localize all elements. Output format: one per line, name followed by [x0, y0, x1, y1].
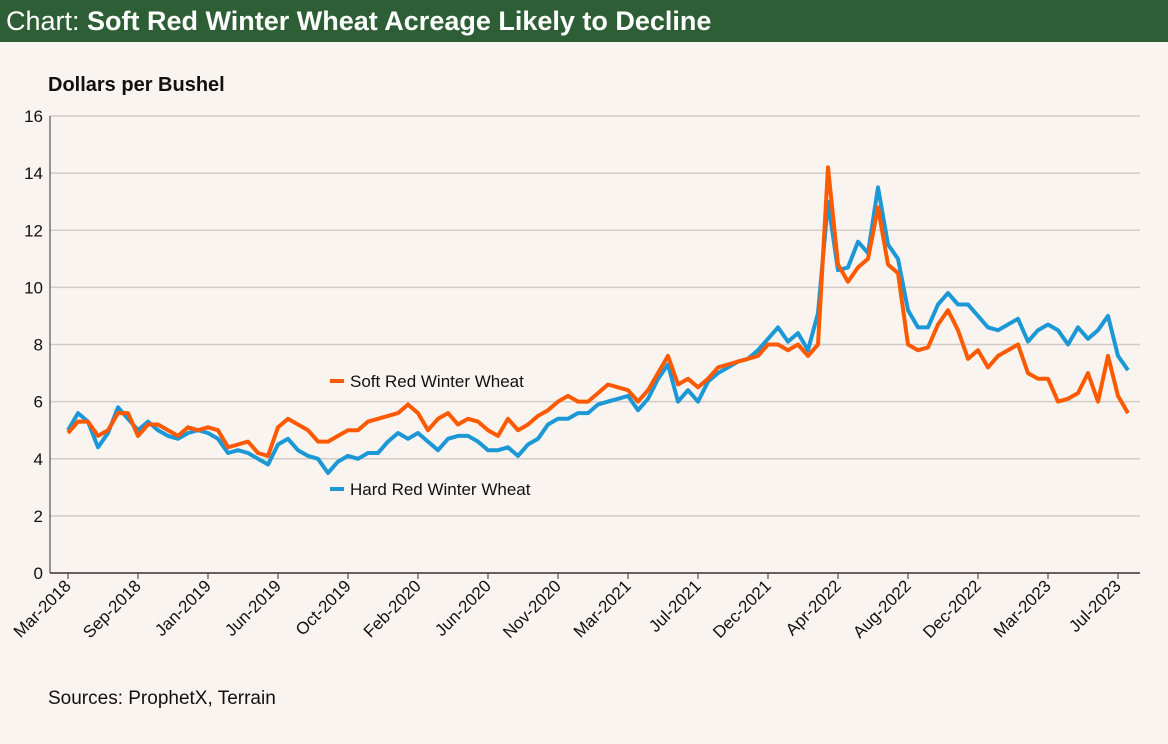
x-tick-label: Dec-2022 — [919, 576, 985, 642]
legend-label-hard: Hard Red Winter Wheat — [350, 480, 531, 499]
series-line-hard-red-winter-wheat — [66, 185, 1130, 475]
y-tick-label: 0 — [34, 564, 43, 583]
x-tick-label: Oct-2019 — [292, 576, 355, 639]
y-tick-label: 10 — [24, 278, 43, 297]
source-note: Sources: ProphetX, Terrain — [48, 688, 276, 709]
y-tick-label: 12 — [24, 221, 43, 240]
chart-title: Soft Red Winter Wheat Acreage Likely to … — [87, 6, 712, 36]
x-tick-label: Sep-2018 — [79, 576, 145, 642]
x-tick-label: Dec-2021 — [709, 576, 775, 642]
x-tick-label: Jun-2019 — [221, 576, 285, 640]
y-tick-label: 2 — [34, 507, 43, 526]
series-line-soft-red-winter-wheat — [66, 165, 1130, 458]
x-tick-label: Mar-2023 — [990, 576, 1055, 641]
x-tick-label: Feb-2020 — [360, 576, 425, 641]
x-tick-label: Jun-2020 — [431, 576, 495, 640]
legend-label-soft: Soft Red Winter Wheat — [350, 372, 524, 391]
chart-header: Chart: Soft Red Winter Wheat Acreage Lik… — [0, 0, 1168, 42]
x-tick-label: Mar-2021 — [570, 576, 635, 641]
x-tick-label: Apr-2022 — [782, 576, 845, 639]
x-tick-label: Jul-2023 — [1065, 576, 1125, 636]
y-tick-label: 16 — [24, 107, 43, 126]
x-tick-label: Jan-2019 — [151, 576, 215, 640]
x-tick-label: Mar-2018 — [10, 576, 75, 641]
y-tick-label: 4 — [34, 450, 43, 469]
header-prefix: Chart: — [6, 6, 80, 36]
y-tick-label: 6 — [34, 393, 43, 412]
y-axis-label: Dollars per Bushel — [48, 74, 225, 96]
y-tick-label: 8 — [34, 336, 43, 355]
x-tick-label: Aug-2022 — [849, 576, 915, 642]
y-tick-label: 14 — [24, 164, 43, 183]
x-tick-label: Jul-2021 — [645, 576, 705, 636]
x-tick-label: Nov-2020 — [499, 576, 565, 642]
